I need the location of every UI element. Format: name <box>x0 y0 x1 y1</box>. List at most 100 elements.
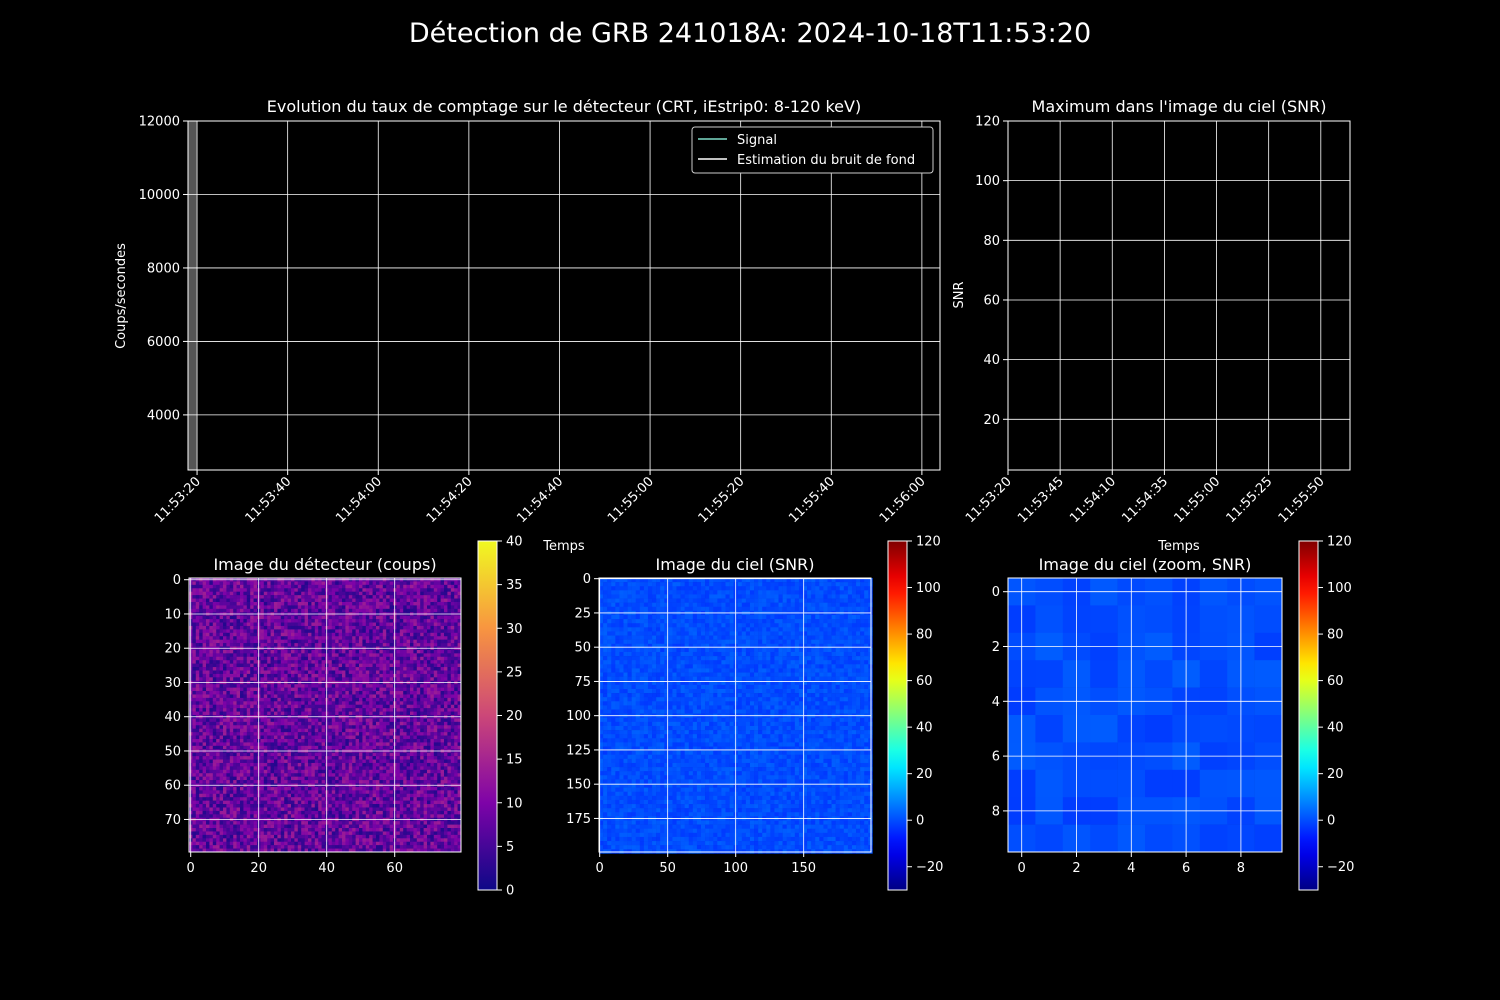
detector-image-cell <box>437 697 441 702</box>
detector-image-cell <box>294 605 299 610</box>
detector-image-cell <box>331 598 336 603</box>
detector-image-cell <box>267 769 271 774</box>
detector-image-cell <box>406 738 411 743</box>
detector-image-cell <box>410 643 414 647</box>
detector-image-cell <box>321 721 326 726</box>
detector-image-cell <box>433 769 438 774</box>
detector-image-cell <box>457 725 462 729</box>
detector-image-cell <box>389 691 394 695</box>
detector-image-cell <box>226 780 231 784</box>
detector-image-cell <box>331 762 336 767</box>
detector-image-cell <box>311 581 316 586</box>
detector-image-cell <box>403 704 407 709</box>
detector-image-cell <box>365 660 370 664</box>
detector-image-cell <box>447 636 452 640</box>
detector-image-cell <box>297 694 302 699</box>
detector-image-cell <box>420 673 424 678</box>
detector-image-cell <box>216 632 220 637</box>
detector-image-cell <box>250 605 254 610</box>
detector-image-cell <box>420 636 424 640</box>
detector-image-cell <box>382 639 387 644</box>
detector-image-cell <box>365 780 370 784</box>
detector-image-cell <box>250 595 254 599</box>
detector-image-cell <box>450 608 455 613</box>
detector-image-cell <box>284 608 288 613</box>
detector-image-cell <box>331 605 336 610</box>
detector-image-cell <box>444 653 448 658</box>
detector-image-cell <box>223 660 227 664</box>
detector-image-cell <box>229 639 234 644</box>
detector-image-cell <box>192 649 197 654</box>
detector-image-cell <box>246 687 251 692</box>
detector-image-cell <box>413 738 418 743</box>
detector-image-cell <box>355 649 360 654</box>
detector-image-cell <box>314 656 319 661</box>
snr-max-y-tick-label: 80 <box>983 234 1000 249</box>
detector-image-cell <box>450 691 455 695</box>
detector-image-cell <box>301 639 305 644</box>
detector-image-cell <box>314 584 319 589</box>
detector-image-cell <box>427 769 431 774</box>
detector-image-cell <box>206 639 210 644</box>
detector-image-cell <box>297 591 302 596</box>
detector-image-cell <box>246 732 251 736</box>
detector-image-cell <box>304 725 309 729</box>
detector-image-cell <box>318 732 322 736</box>
detector-image-cell <box>223 605 227 610</box>
detector-image-cell <box>410 769 414 774</box>
detector-image-cell <box>270 691 275 695</box>
detector-image-cell <box>410 738 414 743</box>
detector-image-cell <box>246 632 251 637</box>
detector-image-cell <box>206 708 210 712</box>
detector-image-cell <box>199 639 203 644</box>
detector-image-cell <box>352 780 356 784</box>
detector-image-cell <box>287 718 292 723</box>
detector-image-cell <box>372 667 377 671</box>
detector-image-cell <box>423 598 428 603</box>
detector-image-cell <box>389 653 394 658</box>
detector-image-cell <box>233 684 237 688</box>
detector-image-cell <box>420 759 424 764</box>
detector-image-cell <box>260 649 265 654</box>
detector-image-cell <box>369 725 373 729</box>
detector-image-cell <box>260 622 265 627</box>
detector-image-cell <box>416 653 421 658</box>
detector-image-cell <box>291 732 295 736</box>
detector-image-cell <box>199 701 203 706</box>
detector-image-cell <box>427 732 431 736</box>
detector-image-cell <box>362 735 367 740</box>
detector-image-cell <box>246 704 251 709</box>
detector-image-cell <box>260 591 265 596</box>
detector-image-cell <box>433 643 438 647</box>
detector-image-cell <box>457 756 462 760</box>
detector-image-cell <box>437 718 441 723</box>
detector-image-cell <box>280 601 285 606</box>
detector-image-cell <box>318 728 322 733</box>
detector-image-cell <box>267 762 271 767</box>
detector-image-cell <box>240 595 244 599</box>
detector-image-cell <box>209 759 214 764</box>
detector-image-cell <box>403 636 407 640</box>
detector-image-cell <box>246 649 251 654</box>
detector-image-cell <box>284 605 288 610</box>
detector-image-cell <box>287 711 292 716</box>
detector-image-cell <box>209 773 214 777</box>
detector-image-cell <box>219 636 224 640</box>
detector-image-cell <box>416 598 421 603</box>
detector-image-cell <box>345 670 350 675</box>
detector-image-cell <box>420 601 424 606</box>
detector-image-cell <box>342 625 346 630</box>
detector-image-cell <box>304 701 309 706</box>
detector-image-cell <box>457 622 462 627</box>
detector-image-cell <box>308 711 312 716</box>
count-rate-chart: Evolution du taux de comptage sur le dét… <box>114 97 941 554</box>
detector-image-cell <box>260 769 265 774</box>
detector-image-cell <box>454 701 458 706</box>
detector-image-cell <box>376 588 380 592</box>
detector-image-cell <box>348 636 353 640</box>
detector-image-cell <box>342 639 346 644</box>
detector-image-cell <box>270 708 275 712</box>
detector-image-cell <box>406 684 411 688</box>
detector-image-cell <box>342 694 346 699</box>
detector-image-cell <box>457 663 462 668</box>
